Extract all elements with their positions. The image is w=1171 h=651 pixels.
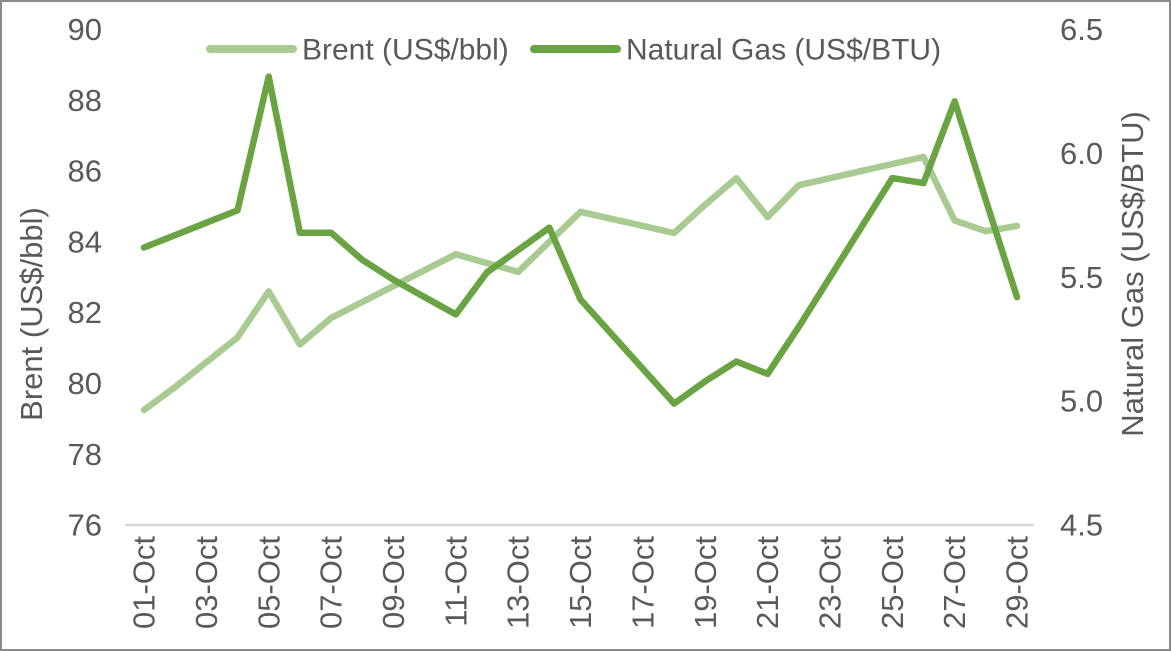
x-tick-label: 01-Oct — [127, 536, 162, 629]
x-tick-label: 05-Oct — [251, 536, 286, 629]
x-tick-label: 19-Oct — [688, 536, 723, 629]
legend-item-natural-gas: Natural Gas (US$/BTU) — [530, 34, 941, 67]
brent-line — [140, 153, 1021, 414]
x-tick-label: 07-Oct — [314, 536, 349, 629]
x-tick-label: 25-Oct — [875, 536, 910, 629]
x-tick-label: 29-Oct — [1000, 536, 1035, 629]
y-left-tick-label: 90 — [68, 12, 102, 47]
legend-label-brent: Brent (US$/bbl) — [302, 34, 509, 67]
x-tick-label: 13-Oct — [501, 536, 536, 629]
x-tick-label: 11-Oct — [438, 536, 473, 627]
y-left-tick-label: 78 — [68, 437, 102, 472]
x-tick-label: 03-Oct — [189, 536, 224, 629]
x-tick-label: 27-Oct — [937, 536, 972, 629]
y-right-tick-label: 4.5 — [1060, 508, 1103, 543]
y-right-tick-label: 6.0 — [1060, 136, 1103, 171]
y-right-tick-label: 6.5 — [1060, 12, 1103, 47]
natural-gas-line — [140, 73, 1021, 407]
y-right-tick-label: 5.0 — [1060, 384, 1103, 419]
y-left-tick-label: 76 — [68, 508, 102, 543]
legend-label-natural-gas: Natural Gas (US$/BTU) — [626, 34, 941, 67]
legend-item-brent: Brent (US$/bbl) — [206, 34, 509, 67]
y-left-axis-title: Brent (US$/bbl) — [14, 207, 49, 421]
x-tick-label: 21-Oct — [750, 536, 785, 629]
legend: Brent (US$/bbl) Natural Gas (US$/BTU) — [206, 34, 941, 67]
y-left-tick-label: 82 — [68, 295, 102, 330]
x-tick-label: 17-Oct — [625, 536, 660, 629]
y-left-tick-label: 86 — [68, 154, 102, 189]
y-right-axis-title: Natural Gas (US$/BTU) — [1115, 111, 1150, 437]
x-tick-label: 09-Oct — [376, 536, 411, 629]
y-left-tick-label: 84 — [68, 224, 102, 259]
x-tick-label: 23-Oct — [813, 536, 848, 629]
y-right-tick-label: 5.5 — [1060, 260, 1103, 295]
x-tick-label: 15-Oct — [563, 536, 598, 629]
y-left-tick-label: 88 — [68, 83, 102, 118]
y-left-tick-label: 80 — [68, 366, 102, 401]
